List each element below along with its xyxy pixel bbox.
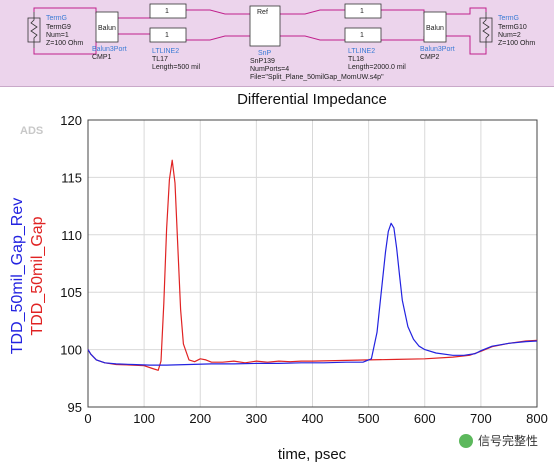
y-tick-110: 110 bbox=[61, 228, 82, 243]
y-tick-115: 115 bbox=[61, 170, 82, 185]
x-tick-600: 600 bbox=[414, 411, 436, 426]
x-tick-labels: 0 100 200 300 400 500 600 700 800 bbox=[84, 411, 547, 426]
schematic-panel: TermG TermG9 Num=1 Z=100 Ohm Balun Balun… bbox=[0, 0, 554, 87]
x-tick-800: 800 bbox=[526, 411, 548, 426]
x-tick-200: 200 bbox=[189, 411, 211, 426]
x-tick-100: 100 bbox=[133, 411, 155, 426]
tline-right-glyph-top: 1 bbox=[360, 8, 364, 15]
watermark-text: 信号完整性 bbox=[478, 433, 538, 448]
term-left-symbol[interactable] bbox=[27, 12, 41, 48]
snp-file: File="Split_Plane_50milGap_MomUW.s4p" bbox=[250, 74, 384, 81]
balun-right-type: Balun3Port bbox=[420, 46, 455, 53]
balun-left-glyph: Balun bbox=[98, 25, 116, 32]
legend-rev: TDD_50mil_Gap_Rev bbox=[9, 198, 26, 355]
term-right-z: Z=100 Ohm bbox=[498, 40, 535, 47]
snp-ports: NumPorts=4 bbox=[250, 66, 289, 73]
snp-type: SnP bbox=[258, 50, 272, 57]
term-right-name: TermG10 bbox=[498, 24, 527, 31]
plot-frame bbox=[87, 119, 538, 408]
x-tick-700: 700 bbox=[470, 411, 492, 426]
tline-left-name: TL17 bbox=[152, 56, 168, 63]
series-line-tdd-50mil-gap bbox=[87, 159, 538, 371]
balun-left-name: CMP1 bbox=[92, 54, 112, 61]
chart-title: Differential Impedance bbox=[237, 91, 387, 108]
x-tick-400: 400 bbox=[302, 411, 324, 426]
term-right-num: Num=2 bbox=[498, 32, 521, 39]
snp-symbol[interactable]: Ref bbox=[249, 5, 281, 47]
x-tick-0: 0 bbox=[84, 411, 91, 426]
snp-glyph: Ref bbox=[257, 9, 268, 16]
term-left-label: TermG bbox=[46, 15, 67, 22]
legend-gap: TDD_50mil_Gap bbox=[29, 216, 46, 335]
x-axis-label: time, psec bbox=[278, 446, 347, 463]
balun-right-name: CMP2 bbox=[420, 54, 440, 61]
snp-name: SnP139 bbox=[250, 58, 275, 65]
y-tick-labels: 95 100 105 110 115 120 bbox=[60, 113, 82, 415]
y-tick-95: 95 bbox=[68, 400, 82, 415]
ads-badge: ADS bbox=[20, 125, 43, 137]
balun-left-type: Balun3Port bbox=[92, 46, 127, 53]
impedance-chart: Differential Impedance ADS 95 100 105 110 11… bbox=[9, 91, 548, 463]
grid-lines bbox=[87, 119, 538, 408]
tline-left-length: Length=500 mil bbox=[152, 64, 201, 71]
watermark-icon bbox=[459, 434, 473, 448]
balun-left-symbol[interactable]: Balun bbox=[95, 11, 119, 43]
y-tick-120: 120 bbox=[60, 113, 82, 128]
x-tick-300: 300 bbox=[246, 411, 268, 426]
term-right-label: TermG bbox=[498, 15, 519, 22]
tline-right-name: TL18 bbox=[348, 56, 364, 63]
balun-right-symbol[interactable]: Balun bbox=[423, 11, 447, 43]
tline-left-symbol[interactable]: 1 1 bbox=[149, 3, 187, 43]
x-tick-500: 500 bbox=[358, 411, 380, 426]
term-left-num: Num=1 bbox=[46, 32, 69, 39]
tline-right-symbol[interactable]: 1 1 bbox=[344, 3, 382, 43]
tline-right-length: Length=2000.0 mil bbox=[348, 64, 406, 71]
tline-left-glyph-bottom: 1 bbox=[165, 32, 169, 39]
watermark: 信号完整性 bbox=[459, 433, 538, 448]
y-tick-100: 100 bbox=[60, 343, 82, 358]
tline-left-type: LTLINE2 bbox=[152, 48, 179, 55]
y-tick-105: 105 bbox=[60, 285, 82, 300]
tline-left-glyph-top: 1 bbox=[165, 8, 169, 15]
term-left-z: Z=100 Ohm bbox=[46, 40, 83, 47]
balun-right-glyph: Balun bbox=[426, 25, 444, 32]
tline-right-type: LTLINE2 bbox=[348, 48, 375, 55]
schematic-diagram: TermG TermG9 Num=1 Z=100 Ohm Balun Balun… bbox=[27, 3, 535, 81]
term-right-symbol[interactable] bbox=[479, 12, 493, 48]
series-line-tdd-50mil-gap-rev bbox=[87, 222, 538, 366]
series-lines bbox=[87, 159, 538, 371]
chart-container: Differential Impedance ADS 95 100 105 110 11… bbox=[0, 86, 554, 467]
term-left-name: TermG9 bbox=[46, 24, 71, 31]
tline-right-glyph-bottom: 1 bbox=[360, 32, 364, 39]
